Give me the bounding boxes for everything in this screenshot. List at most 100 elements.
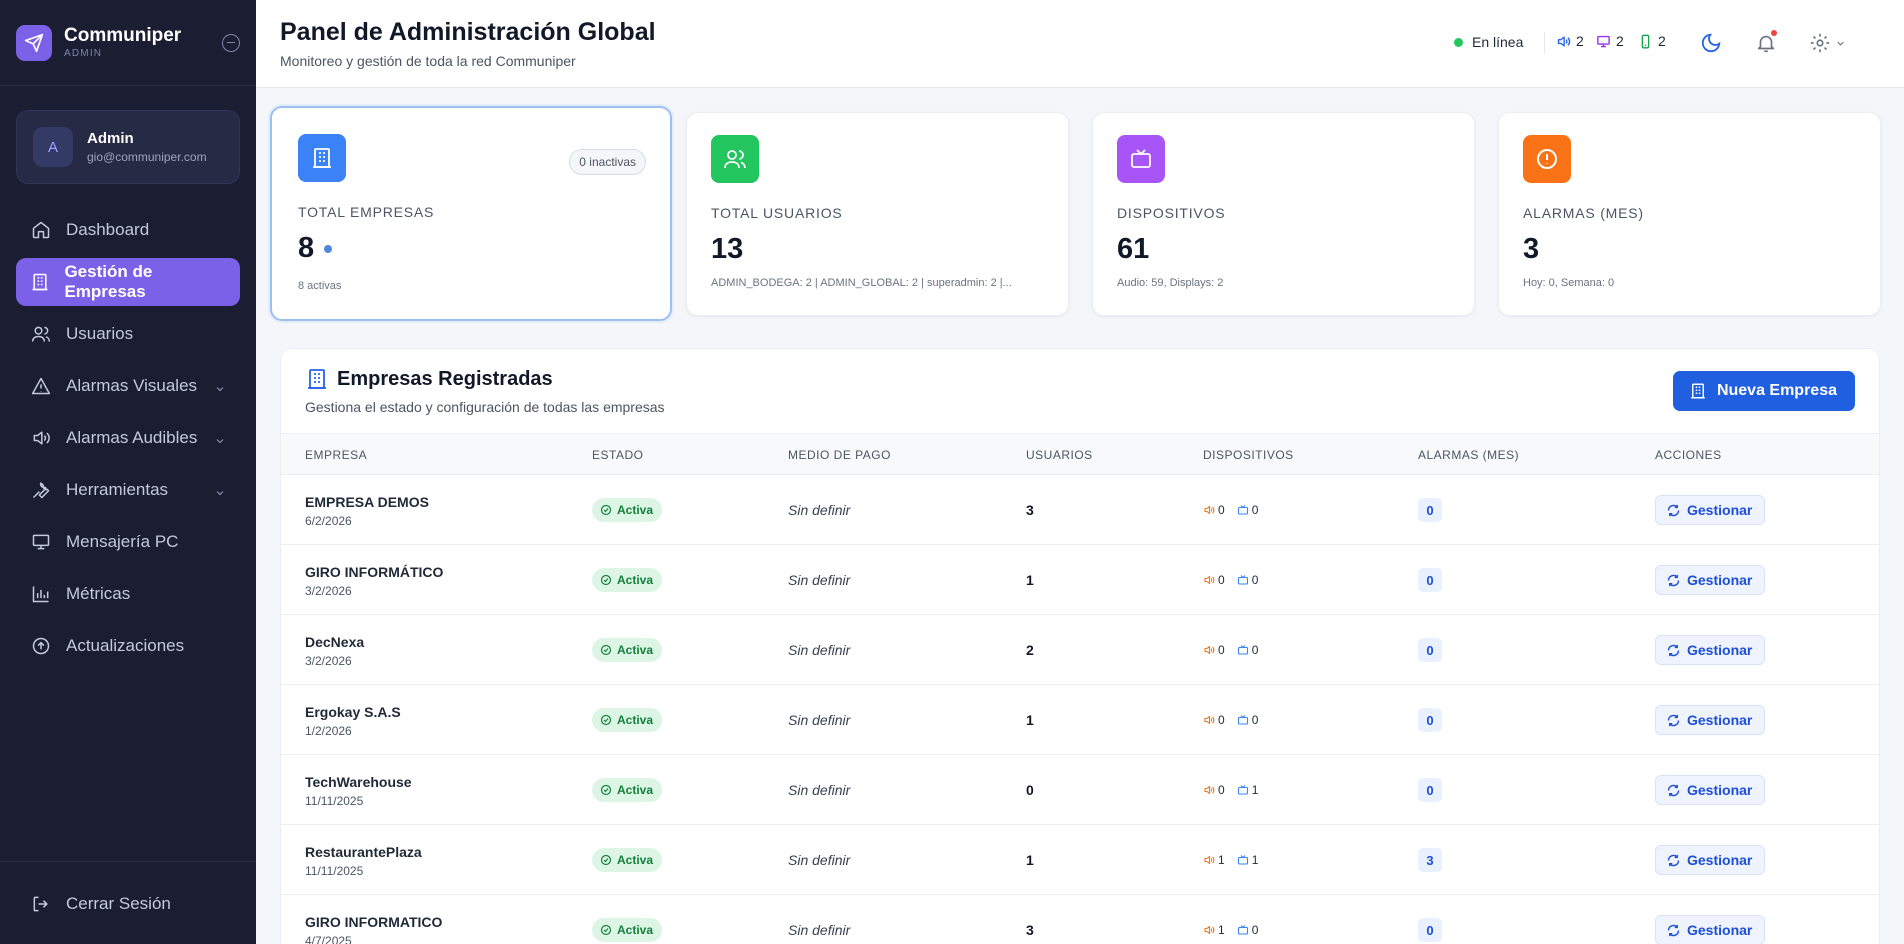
gestionar-button[interactable]: Gestionar — [1655, 635, 1766, 665]
column-header-acciones: ACCIONES — [1655, 448, 1722, 462]
display-count: 2 — [1616, 33, 1624, 49]
table-row: EMPRESA DEMOS 6/2/2026 Activa Sin defini… — [281, 476, 1879, 545]
dark-mode-toggle[interactable] — [1698, 30, 1724, 56]
empresas-panel: Empresas Registradas Gestiona el estado … — [280, 348, 1880, 944]
payment-method: Sin definir — [788, 642, 851, 658]
settings-menu-button[interactable] — [1805, 30, 1849, 56]
refresh-icon — [1667, 504, 1680, 516]
sidebar-item-dashboard[interactable]: Dashboard — [16, 206, 240, 254]
gestionar-label: Gestionar — [1687, 922, 1753, 938]
stat-value: 3 — [1523, 233, 1540, 265]
gestionar-label: Gestionar — [1687, 572, 1753, 588]
stat-detail: Audio: 59, Displays: 2 — [1117, 277, 1224, 289]
sidebar-item-alarmas-audibles[interactable]: Alarmas Audibles — [16, 414, 240, 462]
stat-value-number: 8 — [298, 232, 315, 264]
company-name: EMPRESA DEMOS — [305, 494, 429, 510]
gestionar-button[interactable]: Gestionar — [1655, 565, 1766, 595]
logout-label: Cerrar Sesión — [66, 894, 171, 913]
sidebar-item-label: Usuarios — [66, 324, 134, 343]
monitor-icon — [1597, 35, 1610, 47]
company-date: 3/2/2026 — [305, 654, 352, 668]
monitor-icon — [30, 531, 52, 553]
device-counts: 0 0 — [1203, 503, 1258, 517]
refresh-icon — [1667, 714, 1680, 726]
nueva-empresa-button[interactable]: Nueva Empresa — [1672, 371, 1855, 411]
speaker-icon — [1204, 505, 1215, 515]
tv-icon — [1237, 925, 1248, 935]
check-circle-icon — [600, 644, 612, 656]
building-icon — [1691, 383, 1705, 399]
company-date: 4/7/2025 — [305, 934, 352, 944]
user-count: 1 — [1026, 712, 1034, 728]
bar-chart-icon — [30, 583, 52, 605]
user-count: 3 — [1026, 502, 1034, 518]
panel-subtitle: Gestiona el estado y configuración de to… — [305, 399, 665, 415]
chevron-down-icon — [1836, 41, 1844, 46]
status-label: Activa — [617, 643, 654, 657]
stat-label: TOTAL EMPRESAS — [298, 204, 435, 220]
payment-method: Sin definir — [788, 922, 851, 938]
payment-method: Sin definir — [788, 502, 851, 518]
gestionar-label: Gestionar — [1687, 852, 1753, 868]
display-device-count: 0 — [1251, 643, 1259, 657]
sidebar-item-actualizaciones[interactable]: Actualizaciones — [16, 622, 240, 670]
user-name: Admin — [87, 130, 134, 147]
collapse-sidebar-icon[interactable] — [222, 33, 240, 52]
gestionar-button[interactable]: Gestionar — [1655, 915, 1766, 944]
check-circle-icon — [600, 854, 612, 866]
sidebar-item-alarmas-visuales[interactable]: Alarmas Visuales — [16, 362, 240, 410]
chevron-down-icon — [214, 380, 226, 400]
sidebar-item-label: Métricas — [66, 584, 131, 603]
moon-icon — [1701, 33, 1721, 53]
company-name: GIRO INFORMATICO — [305, 914, 443, 930]
speaker-icon — [1557, 35, 1571, 47]
device-counts: 0 0 — [1203, 643, 1258, 657]
tv-icon — [1237, 855, 1248, 865]
alarm-count-badge: 0 — [1418, 498, 1442, 522]
sidebar-item-gestion-empresas[interactable]: Gestión de Empresas — [16, 258, 240, 306]
gestionar-button[interactable]: Gestionar — [1655, 845, 1766, 875]
check-circle-icon — [600, 714, 612, 726]
stat-label: ALARMAS (MES) — [1523, 205, 1644, 221]
stat-detail: Hoy: 0, Semana: 0 — [1523, 277, 1615, 289]
stat-card-alarmas-mes: ALARMAS (MES) 3 Hoy: 0, Semana: 0 — [1498, 112, 1881, 316]
sidebar-item-mensajeria-pc[interactable]: Mensajería PC — [16, 518, 240, 566]
company-name: RestaurantePlaza — [305, 844, 422, 860]
sidebar-item-herramientas[interactable]: Herramientas — [16, 466, 240, 514]
audio-counter: 2 — [1556, 33, 1584, 49]
building-icon — [298, 134, 346, 182]
display-counter: 2 — [1596, 33, 1624, 49]
check-circle-icon — [600, 504, 612, 516]
user-card[interactable]: A Admin gio@communiper.com — [16, 110, 240, 184]
payment-method: Sin definir — [788, 712, 851, 728]
sidebar-item-usuarios[interactable]: Usuarios — [16, 310, 240, 358]
audio-count: 2 — [1576, 33, 1584, 49]
tv-icon — [1237, 505, 1248, 515]
status-label: En línea — [1472, 34, 1524, 50]
status-badge: Activa — [592, 568, 663, 592]
alarm-count-badge: 0 — [1418, 638, 1442, 662]
sidebar-nav: Dashboard Gestión de Empresas Usuarios A… — [0, 206, 256, 670]
table-header: EMPRESA ESTADO MEDIO DE PAGO USUARIOS DI… — [281, 433, 1879, 475]
notifications-button[interactable] — [1753, 30, 1779, 56]
gestionar-button[interactable]: Gestionar — [1655, 705, 1766, 735]
tv-icon — [1237, 645, 1248, 655]
speaker-icon — [1204, 645, 1215, 655]
payment-method: Sin definir — [788, 572, 851, 588]
nueva-empresa-label: Nueva Empresa — [1716, 382, 1837, 399]
refresh-icon — [1667, 924, 1680, 936]
header-divider — [1544, 32, 1545, 54]
logout-button[interactable]: Cerrar Sesión — [16, 880, 240, 928]
avatar: A — [33, 127, 73, 167]
sidebar-item-label: Dashboard — [66, 220, 150, 239]
display-device-count: 0 — [1251, 713, 1259, 727]
sidebar: Communiper ADMIN A Admin gio@communiper.… — [0, 0, 256, 944]
stat-card-total-empresas[interactable]: 0 inactivas TOTAL EMPRESAS 8 8 activas — [270, 106, 672, 321]
check-circle-icon — [600, 924, 612, 936]
sidebar-item-metricas[interactable]: Métricas — [16, 570, 240, 618]
status-label: Activa — [617, 783, 654, 797]
company-name: Ergokay S.A.S — [305, 704, 401, 720]
gestionar-button[interactable]: Gestionar — [1655, 495, 1766, 525]
alarm-count-badge: 0 — [1418, 918, 1442, 942]
gestionar-button[interactable]: Gestionar — [1655, 775, 1766, 805]
